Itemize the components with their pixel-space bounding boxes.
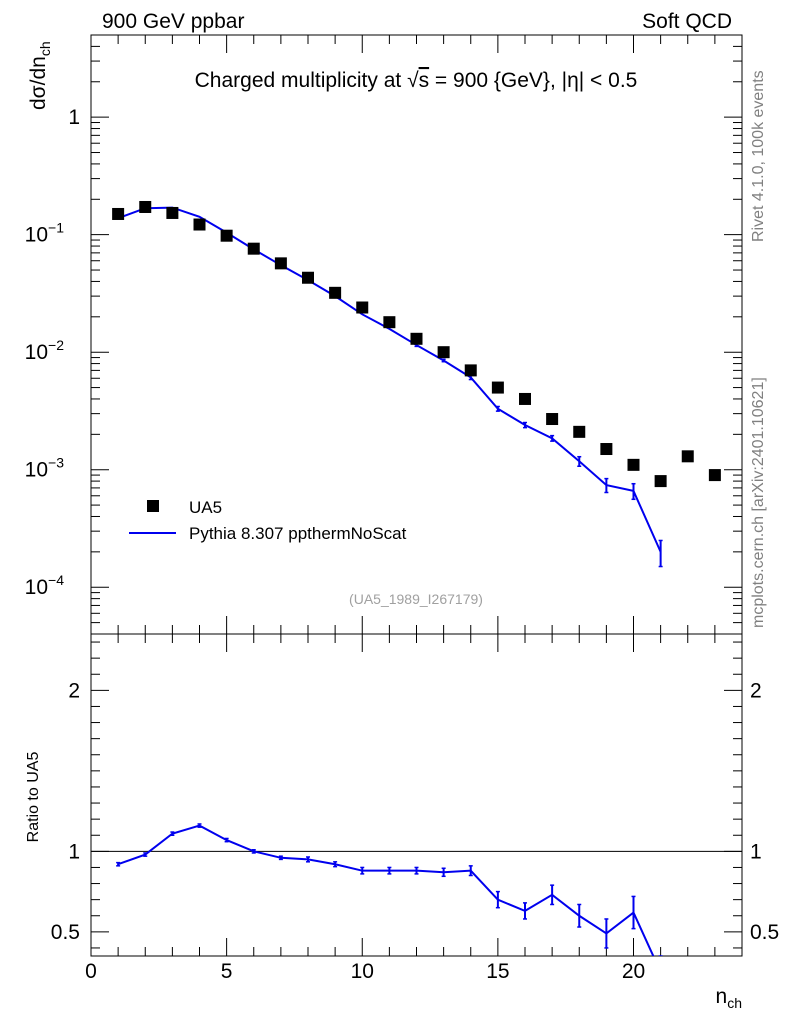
ratio-frame	[90, 633, 743, 957]
ua5-point	[274, 257, 287, 270]
ua5-point	[356, 301, 369, 314]
x-tick-label: 10	[351, 960, 374, 983]
ua5-point	[139, 200, 152, 213]
rivet-label: Rivet 4.1.0, 100k events	[750, 70, 767, 242]
main-y-tick-label: 10−3	[25, 455, 65, 482]
main-y-tick-label: 10−1	[25, 220, 65, 247]
ua5-point	[491, 381, 504, 394]
header-right: Soft QCD	[642, 10, 732, 33]
ua5-point	[681, 450, 694, 463]
legend-pythia-label: Pythia 8.307 ppthermNoScat	[189, 524, 407, 543]
legend: UA5 Pythia 8.307 ppthermNoScat	[129, 498, 407, 543]
ua5-point	[464, 364, 477, 377]
ua5-point	[220, 229, 233, 242]
ratio-y-tick-label-left: 0.5	[51, 921, 80, 944]
ratio-axis-ticks	[90, 634, 743, 956]
main-y-tick-label: 10−2	[25, 337, 65, 364]
analysis-watermark: (UA5_1989_I267179)	[349, 591, 483, 607]
ua5-point	[302, 271, 314, 284]
pythia-line	[117, 206, 662, 553]
ua5-point	[247, 242, 260, 255]
x-tick-label: 20	[622, 960, 645, 983]
header-left: 900 GeV ppbar	[102, 10, 244, 33]
ua5-point	[627, 458, 640, 471]
ua5-point	[708, 469, 721, 482]
ratio-y-tick-labels: 0.5 0.5 1 1 2 2	[51, 679, 779, 944]
main-axis-ticks	[90, 34, 743, 635]
ua5-point	[600, 443, 613, 456]
legend-ua5-marker	[147, 500, 159, 512]
main-y-axis-label: dσ/dnch	[27, 41, 53, 110]
ratio-y-tick-label-right: 0.5	[750, 921, 779, 944]
ua5-point	[410, 332, 423, 345]
mcplots-label: mcplots.cern.ch [arXiv:2401.10621]	[750, 377, 767, 628]
ratio-y-tick-label-right: 1	[750, 840, 762, 863]
ratio-x-tick-labels: 0 5 10 15 20	[85, 960, 645, 983]
x-tick-label: 15	[486, 960, 509, 983]
ua5-point	[329, 286, 342, 299]
ratio-series-clipped	[116, 823, 663, 956]
ua5-point	[112, 207, 125, 220]
ua5-point	[654, 475, 667, 488]
main-y-tick-label: 1	[68, 106, 80, 129]
x-tick-label: 0	[85, 960, 97, 983]
ratio-series	[116, 823, 663, 956]
ua5-point	[166, 206, 179, 219]
chart-title: Charged multiplicity at √s = 900 {GeV}, …	[195, 69, 638, 92]
ratio-panel: 0.5 0.5 1 1 2 2 0 5 10 15 20 Ratio to UA5 nch	[25, 633, 779, 1011]
ua5-point	[383, 316, 396, 329]
ua5-series	[112, 200, 721, 488]
ua5-point	[519, 392, 531, 405]
ua5-point	[546, 413, 559, 426]
x-axis-label: nch	[716, 985, 742, 1011]
ua5-point	[573, 425, 586, 438]
main-panel: 1 10−1 10−2 10−3 10−4 Charged multiplicity a…	[25, 34, 743, 635]
x-tick-label: 5	[221, 960, 233, 983]
ratio-y-tick-label-right: 2	[750, 679, 762, 702]
ua5-point	[437, 346, 450, 359]
legend-ua5-label: UA5	[189, 498, 222, 517]
main-y-tick-label: 10−4	[25, 572, 65, 599]
ratio-y-axis-label: Ratio to UA5	[25, 752, 42, 843]
main-y-tick-labels: 1 10−1 10−2 10−3 10−4	[25, 106, 80, 599]
ratio-y-tick-label-left: 1	[68, 840, 80, 863]
ua5-point	[193, 218, 206, 231]
ratio-y-tick-label-left: 2	[68, 679, 80, 702]
